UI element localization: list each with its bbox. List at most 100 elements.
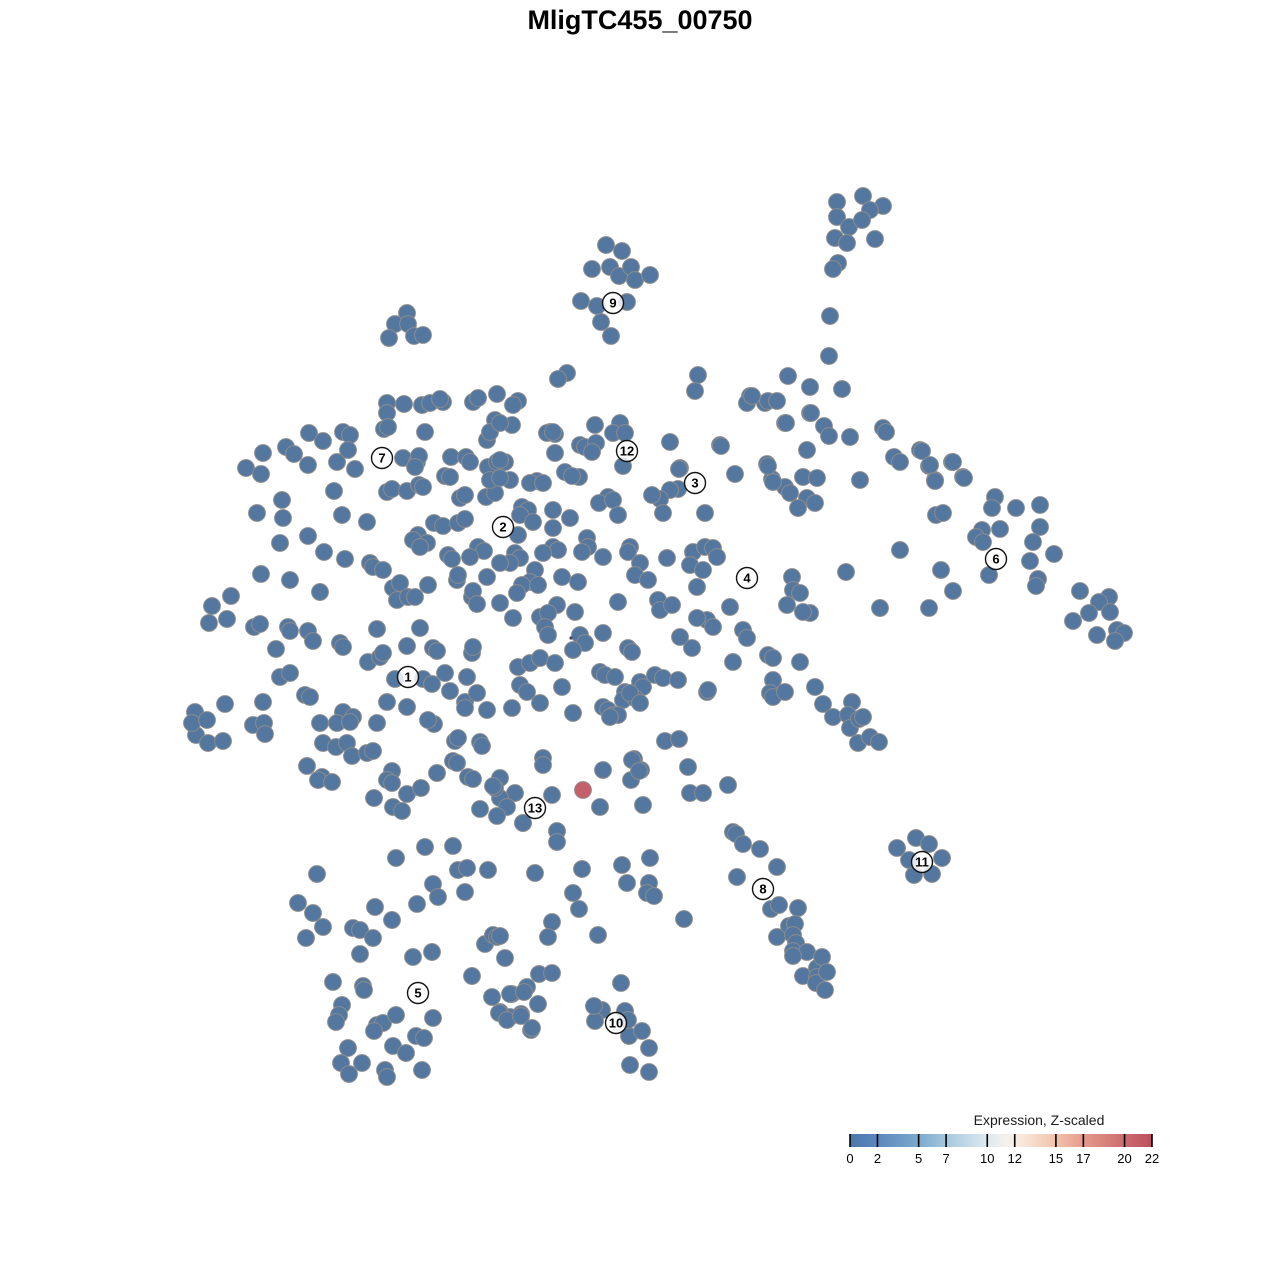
- data-point: [808, 469, 826, 487]
- data-point: [496, 949, 514, 967]
- data-point: [866, 230, 884, 248]
- data-point: [428, 764, 446, 782]
- artifact-point: [569, 636, 573, 640]
- legend-tick-label: 20: [1117, 1151, 1131, 1166]
- data-point: [719, 776, 737, 794]
- data-point: [544, 519, 562, 537]
- data-point: [200, 614, 218, 632]
- data-point: [619, 543, 637, 561]
- data-point: [546, 654, 564, 672]
- data-point: [339, 441, 357, 459]
- data-point: [387, 849, 405, 867]
- data-point: [604, 491, 622, 509]
- data-point: [378, 1068, 396, 1086]
- cluster-label-number: 1: [404, 670, 411, 685]
- data-point: [374, 561, 392, 579]
- data-point: [529, 995, 547, 1013]
- data-point: [423, 943, 441, 961]
- data-point: [203, 597, 221, 615]
- data-point: [781, 484, 799, 502]
- data-point: [871, 599, 889, 617]
- data-point: [515, 983, 533, 1001]
- cluster-label-circle: [984, 547, 1008, 571]
- data-point: [854, 187, 872, 205]
- data-point: [380, 329, 398, 347]
- data-point: [308, 865, 326, 883]
- data-point: [661, 433, 679, 451]
- data-point: [1106, 632, 1124, 650]
- data-point: [449, 566, 467, 584]
- data-point: [806, 494, 824, 512]
- data-point: [586, 1012, 604, 1030]
- data-point: [586, 416, 604, 434]
- data-point: [688, 609, 706, 627]
- data-point: [1027, 577, 1045, 595]
- data-point: [768, 928, 786, 946]
- cluster-label: 13: [523, 796, 547, 820]
- data-point: [654, 504, 672, 522]
- data-point: [933, 849, 951, 867]
- data-point: [534, 756, 552, 774]
- data-point: [891, 453, 909, 471]
- data-point: [592, 313, 610, 331]
- cluster-label: 4: [735, 566, 759, 590]
- data-point: [393, 802, 411, 820]
- data-point: [416, 838, 434, 856]
- data-point: [456, 486, 474, 504]
- data-point: [934, 504, 952, 522]
- data-point: [561, 509, 579, 527]
- data-point: [613, 242, 631, 260]
- data-point: [504, 396, 522, 414]
- data-point: [314, 432, 332, 450]
- data-point: [1088, 626, 1106, 644]
- data-point: [315, 543, 333, 561]
- data-point: [770, 896, 788, 914]
- data-point: [612, 974, 630, 992]
- data-point: [821, 307, 839, 325]
- data-point: [789, 899, 807, 917]
- data-point: [820, 427, 838, 445]
- data-point: [415, 1029, 433, 1047]
- data-point: [818, 963, 836, 981]
- data-point: [341, 713, 359, 731]
- data-point: [441, 682, 459, 700]
- data-point: [274, 509, 292, 527]
- data-point: [639, 571, 657, 589]
- data-point: [449, 729, 467, 747]
- data-point: [364, 742, 382, 760]
- data-point: [631, 694, 649, 712]
- data-point: [734, 835, 752, 853]
- data-point: [464, 770, 482, 788]
- data-point: [218, 610, 236, 628]
- cluster-label-circle: [370, 446, 394, 470]
- data-point: [503, 699, 521, 717]
- data-point: [704, 618, 722, 636]
- data-point: [670, 730, 688, 748]
- data-point: [406, 458, 424, 476]
- data-point: [838, 234, 856, 252]
- data-point: [468, 684, 486, 702]
- data-point: [854, 708, 872, 726]
- data-point: [368, 714, 386, 732]
- data-point: [679, 758, 697, 776]
- data-point: [791, 653, 809, 671]
- data-point: [548, 833, 566, 851]
- data-point: [640, 1039, 658, 1057]
- data-point: [784, 947, 802, 965]
- data-point: [699, 681, 717, 699]
- data-point: [813, 948, 831, 966]
- data-point: [248, 504, 266, 522]
- data-point: [395, 395, 413, 413]
- data-point: [926, 472, 944, 490]
- data-point: [251, 615, 269, 633]
- data-point: [583, 443, 601, 461]
- data-point: [364, 929, 382, 947]
- data-point: [539, 928, 557, 946]
- data-point: [891, 541, 909, 559]
- data-point: [473, 737, 491, 755]
- data-point: [991, 520, 1009, 538]
- data-point: [616, 424, 634, 442]
- data-point: [543, 786, 561, 804]
- data-point: [458, 859, 476, 877]
- cluster-label: 9: [601, 291, 625, 315]
